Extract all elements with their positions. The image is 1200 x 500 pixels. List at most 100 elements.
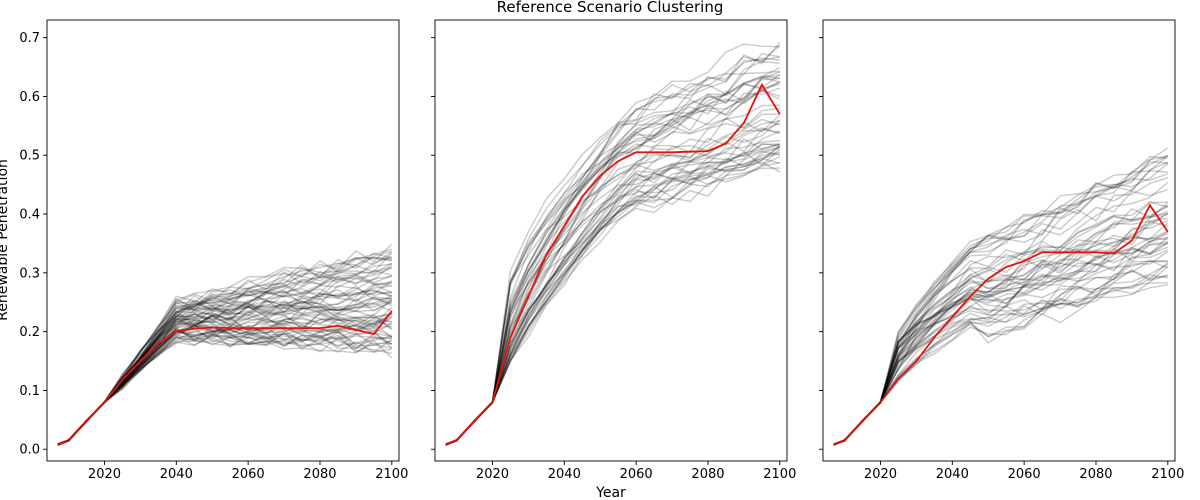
ensemble-series-line <box>57 336 392 446</box>
ensemble-series-line <box>833 210 1169 445</box>
x-tick-label: 2080 <box>691 467 724 482</box>
ensemble-series-line <box>833 220 1168 446</box>
ensemble-series-line <box>445 44 781 446</box>
ensemble-series-line <box>833 147 1169 446</box>
ensemble-series-line <box>445 83 780 446</box>
ensemble-series-line <box>833 161 1169 446</box>
x-tick-label: 2060 <box>620 467 653 482</box>
ensemble-series-line <box>445 71 781 445</box>
ensemble-series-line <box>833 207 1168 445</box>
ensemble-series-line <box>445 130 781 446</box>
ensemble-series-line <box>833 213 1169 446</box>
ensemble-series-line <box>833 243 1168 445</box>
ensemble-series-line <box>833 250 1169 446</box>
ensemble-series-line <box>445 57 780 446</box>
x-tick-label: 2040 <box>548 467 581 482</box>
ensemble-series-line <box>445 60 780 446</box>
ensemble-series-line <box>833 181 1169 446</box>
y-tick-label: 0.3 <box>19 266 40 281</box>
x-tick-label: 2100 <box>1151 467 1184 482</box>
chart-title: Reference Scenario Clustering <box>497 0 724 16</box>
ensemble-series-line <box>833 219 1169 445</box>
x-tick-label: 2020 <box>864 467 897 482</box>
ensemble-series-line <box>445 89 781 446</box>
ensemble-series-line <box>833 204 1169 446</box>
ensemble-series-line <box>833 155 1168 446</box>
ensemble-series-line <box>833 237 1168 446</box>
ensemble-series-line <box>445 146 781 446</box>
ensemble-series-line <box>57 328 393 446</box>
ensemble-series-line <box>445 76 780 445</box>
ensemble-series-line <box>833 260 1168 446</box>
y-tick-label: 0.6 <box>19 90 40 105</box>
ensemble-series-line <box>445 81 781 446</box>
x-axis-label: Year <box>595 485 626 500</box>
y-tick-label: 0.4 <box>19 208 40 223</box>
ensemble-series-line <box>833 212 1169 446</box>
y-tick-label: 0.7 <box>19 31 40 46</box>
ensemble-series-line <box>833 201 1169 446</box>
centroid-series-line <box>445 82 781 446</box>
ensemble-series-line <box>57 328 392 445</box>
subplot-2: 2020 2040 2060 2080 2100 <box>431 19 796 482</box>
ensemble-series-line <box>445 41 781 445</box>
ensemble-series-line <box>445 143 780 446</box>
subplot-3: 2020 2040 2060 2080 2100 <box>819 19 1184 482</box>
ensemble-series-line <box>833 242 1169 445</box>
x-tick-label: 2040 <box>936 467 969 482</box>
x-tick-label: 2020 <box>476 467 509 482</box>
centroid-series-line <box>833 203 1169 446</box>
ensemble-series-line <box>833 269 1169 446</box>
subplot-1: 2020 2040 2060 2080 2100 0.0 0.1 0.2 0.3 0.4 0.5 0.… <box>19 19 408 482</box>
axes-frame <box>822 19 1176 462</box>
ensemble-series-line <box>833 231 1169 446</box>
axes-frame <box>46 19 400 462</box>
ensemble-series-line <box>833 284 1168 446</box>
ensemble-series-line <box>833 240 1168 446</box>
y-tick-label: 0.5 <box>19 149 40 164</box>
ensemble-series-line <box>833 249 1169 446</box>
ensemble-series-line <box>833 217 1168 445</box>
ensemble-series-line <box>445 104 780 446</box>
ensemble-series-line <box>445 143 780 446</box>
subplots: 2020 2040 2060 2080 2100 0.0 0.1 0.2 0.3 0.4 0.5 0.… <box>19 19 1184 482</box>
ensemble-lines <box>445 41 781 446</box>
ensemble-series-line <box>833 230 1169 446</box>
ensemble-series-line <box>445 152 780 446</box>
ensemble-series-line <box>445 119 781 446</box>
y-axis-label: Renewable Penetration <box>0 159 11 321</box>
ensemble-series-line <box>445 146 781 445</box>
ensemble-series-line <box>445 127 781 446</box>
ensemble-series-line <box>833 162 1169 446</box>
ensemble-series-line <box>833 222 1169 445</box>
ensemble-series-line <box>833 160 1168 445</box>
y-tick-label: 0.0 <box>19 443 40 458</box>
ensemble-series-line <box>445 77 780 446</box>
ensemble-series-line <box>833 263 1169 446</box>
x-tick-label: 2020 <box>88 467 121 482</box>
ensemble-series-line <box>833 155 1168 445</box>
ensemble-series-line <box>833 259 1169 446</box>
ensemble-series-line <box>445 167 780 446</box>
x-tick-label: 2100 <box>763 467 796 482</box>
centroid-series-line <box>57 310 393 446</box>
x-tick-label: 2040 <box>160 467 193 482</box>
ensemble-series-line <box>833 188 1169 446</box>
x-tick-label: 2080 <box>1079 467 1112 482</box>
ensemble-lines <box>57 243 393 446</box>
ensemble-series-line <box>445 87 781 446</box>
ensemble-series-line <box>833 232 1168 446</box>
y-tick-label: 0.1 <box>19 384 40 399</box>
ensemble-series-line <box>57 332 392 445</box>
ensemble-series-line <box>445 67 781 446</box>
ensemble-series-line <box>833 236 1169 445</box>
x-tick-label: 2060 <box>1008 467 1041 482</box>
axes-frame <box>434 19 788 462</box>
x-tick-label: 2060 <box>232 467 265 482</box>
ensemble-series-line <box>833 241 1169 446</box>
ensemble-series-line <box>445 139 780 446</box>
ensemble-series-line <box>445 157 780 445</box>
ensemble-series-line <box>833 173 1169 446</box>
x-tick-label: 2100 <box>375 467 408 482</box>
